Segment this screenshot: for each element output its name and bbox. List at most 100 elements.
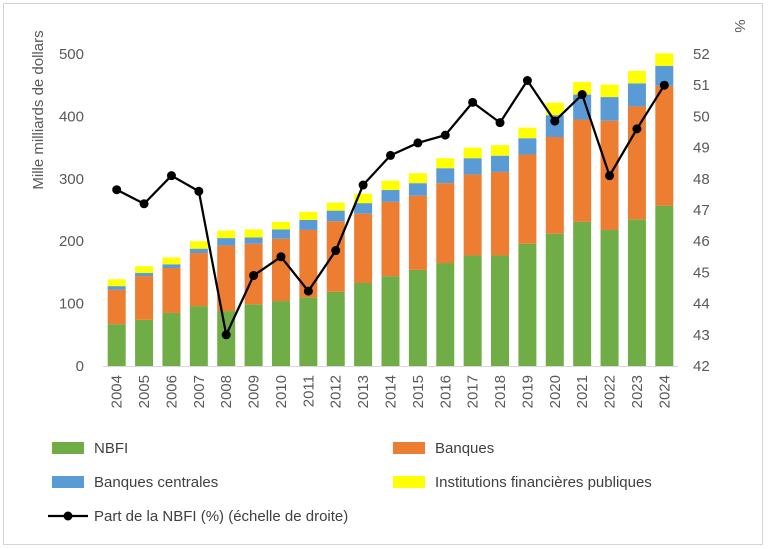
bar-banques-2018 [491, 171, 510, 256]
y2-tick-label: 47 [693, 202, 710, 219]
y2-tick-label: 51 [693, 77, 710, 94]
legend-label: NBFI [94, 440, 128, 457]
bar-banques-2004 [107, 289, 126, 325]
bar-banques-2015 [408, 195, 427, 270]
y-tick-label: 500 [59, 46, 84, 63]
bar-nbfi-2014 [381, 276, 400, 366]
nbfi-share-point-2004 [112, 185, 122, 195]
bar-nbfi-2011 [299, 297, 318, 366]
y2-tick-label: 44 [693, 296, 710, 313]
legend-swatch [393, 476, 425, 488]
bar-banques-2013 [354, 213, 373, 284]
y2-tick-label: 52 [693, 46, 710, 63]
x-tick-label: 2023 [629, 375, 646, 408]
bar-institutions-financi-res-publiques-2011 [299, 211, 318, 220]
bar-nbfi-2020 [545, 233, 564, 366]
nbfi-share-point-2019 [522, 76, 532, 86]
x-tick-label: 2011 [300, 375, 317, 407]
nbfi-share-point-2021 [577, 90, 587, 100]
y2-tick-label: 48 [693, 171, 710, 188]
bar-banques-centrales-2017 [463, 158, 482, 175]
x-tick-label: 2019 [519, 375, 536, 408]
x-tick-label: 2013 [355, 375, 372, 408]
bar-banques-2023 [627, 106, 646, 220]
bar-nbfi-2019 [518, 243, 537, 366]
bar-institutions-financi-res-publiques-2020 [545, 102, 564, 116]
y2-axis-title: % [731, 19, 748, 32]
bar-institutions-financi-res-publiques-2004 [107, 279, 126, 287]
bar-banques-2005 [135, 276, 154, 320]
y2-tick-label: 50 [693, 108, 710, 125]
bar-banques-centrales-2014 [381, 190, 400, 202]
nbfi-share-point-2011 [303, 286, 313, 296]
nbfi-share-point-2013 [358, 180, 368, 190]
bar-banques-2017 [463, 174, 482, 256]
bar-institutions-financi-res-publiques-2015 [408, 173, 427, 184]
bar-institutions-financi-res-publiques-2009 [244, 229, 263, 238]
y2-tick-label: 45 [693, 264, 710, 281]
nbfi-share-point-2015 [413, 138, 423, 148]
x-tick-label: 2012 [328, 375, 345, 408]
x-tick-label: 2008 [218, 375, 235, 408]
nbfi-share-point-2005 [139, 199, 149, 209]
bar-nbfi-2015 [408, 269, 427, 366]
legend-swatch [393, 442, 425, 454]
bar-institutions-financi-res-publiques-2018 [491, 145, 510, 156]
nbfi-share-point-2014 [386, 150, 395, 160]
bar-banques-centrales-2018 [491, 155, 510, 172]
x-tick-label: 2021 [574, 375, 591, 408]
nbfi-share-point-2022 [605, 171, 615, 181]
bar-nbfi-2023 [627, 219, 646, 366]
bar-banques-2021 [573, 119, 592, 222]
bar-banques-centrales-2005 [135, 273, 154, 277]
nbfi-share-point-2006 [166, 171, 176, 181]
bar-nbfi-2021 [573, 221, 592, 366]
y2-tick-label: 42 [693, 358, 710, 375]
bar-institutions-financi-res-publiques-2024 [655, 53, 674, 66]
bar-banques-centrales-2013 [354, 203, 373, 214]
y2-tick-label: 49 [693, 140, 710, 157]
x-tick-label: 2007 [191, 375, 208, 408]
legend-label: Banques centrales [94, 474, 218, 491]
y-tick-label: 0 [76, 358, 84, 375]
x-tick-label: 2022 [602, 375, 619, 408]
legend-marker [63, 511, 73, 521]
bar-banques-centrales-2012 [326, 210, 345, 222]
x-tick-label: 2014 [383, 375, 400, 408]
bar-banques-centrales-2009 [244, 237, 263, 244]
x-tick-label: 2006 [163, 375, 180, 408]
legend-label: Part de la NBFI (%) (échelle de droite) [94, 508, 348, 525]
x-tick-label: 2010 [273, 375, 290, 408]
x-tick-label: 2004 [109, 375, 126, 408]
bar-banques-centrales-2019 [518, 138, 537, 155]
bar-banques-2024 [655, 85, 674, 206]
y2-tick-label: 46 [693, 233, 710, 250]
legend-label: Institutions financières publiques [435, 474, 652, 491]
nbfi-share-point-2023 [632, 124, 642, 134]
bar-institutions-financi-res-publiques-2014 [381, 180, 400, 191]
bar-nbfi-2024 [655, 205, 674, 366]
bar-banques-2014 [381, 201, 400, 277]
x-tick-label: 2005 [136, 375, 153, 408]
legend-label: Banques [435, 440, 494, 457]
bar-banques-centrales-2010 [271, 229, 290, 239]
nbfi-share-point-2012 [331, 246, 341, 256]
bar-nbfi-2022 [600, 229, 619, 366]
bar-banques-2006 [162, 268, 181, 313]
bar-nbfi-2009 [244, 304, 263, 366]
bar-banques-centrales-2016 [436, 168, 455, 184]
bar-banques-centrales-2011 [299, 219, 318, 230]
bar-banques-2011 [299, 229, 318, 298]
bar-banques-centrales-2004 [107, 286, 126, 290]
nbfi-share-point-2007 [194, 186, 204, 196]
chart-frame [3, 3, 763, 545]
bar-institutions-financi-res-publiques-2013 [354, 193, 373, 204]
bar-banques-2020 [545, 136, 564, 234]
legend-swatch [52, 476, 84, 488]
bar-nbfi-2005 [135, 319, 154, 366]
bar-nbfi-2010 [271, 301, 290, 366]
nbfi-share-point-2017 [468, 97, 478, 107]
nbfi-share-point-2024 [659, 80, 669, 90]
bar-banques-2019 [518, 154, 537, 244]
x-tick-label: 2018 [492, 375, 509, 408]
